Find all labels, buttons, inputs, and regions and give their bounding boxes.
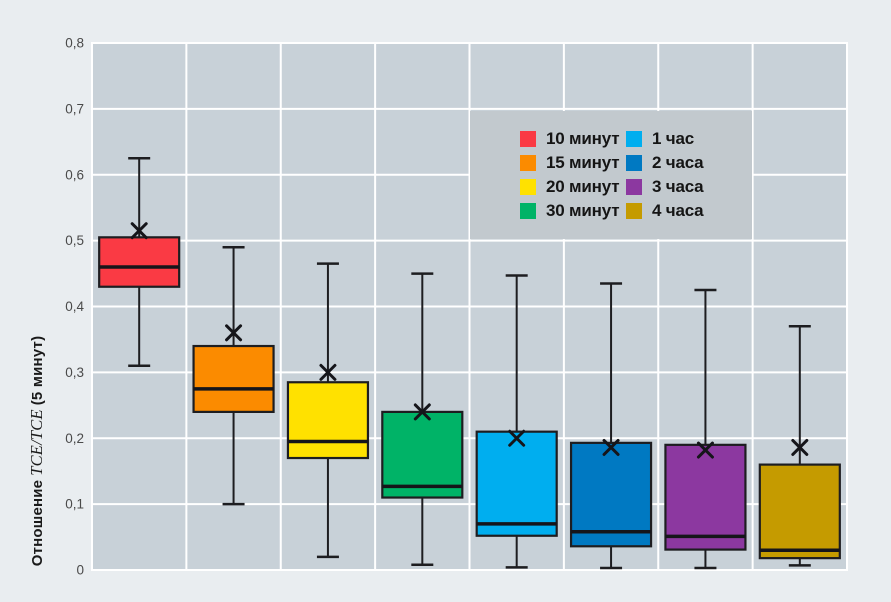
y-tick-label: 0,4 xyxy=(65,299,84,314)
y-tick-label: 0,1 xyxy=(65,497,84,512)
legend-swatch-icon xyxy=(626,131,642,147)
y-tick-label: 0,6 xyxy=(65,167,84,182)
y-tick-label: 0,3 xyxy=(65,365,84,380)
legend-swatch-icon xyxy=(626,155,642,171)
mean-marker xyxy=(413,403,431,421)
legend-swatch-icon xyxy=(626,203,642,219)
legend-label: 15 минут xyxy=(546,153,620,172)
box-5 xyxy=(475,430,558,537)
box-7 xyxy=(664,443,747,551)
chart-legend: 10 минут 15 минут 20 минут 30 минут 1 час 2 ч… xyxy=(470,111,752,239)
legend-label: 2 часа xyxy=(652,153,704,172)
legend-item: 3 часа xyxy=(626,176,752,199)
legend-item: 10 минут xyxy=(520,128,626,151)
box-6 xyxy=(569,441,653,548)
legend-label: 30 минут xyxy=(546,201,620,220)
legend-item: 4 часа xyxy=(626,200,752,223)
legend-item: 30 минут xyxy=(520,200,626,223)
box-3 xyxy=(286,381,370,460)
mean-marker xyxy=(225,324,243,342)
y-tick-label: 0,5 xyxy=(65,233,84,248)
y-tick-label: 0,2 xyxy=(65,431,84,446)
legend-label: 20 минут xyxy=(546,177,620,196)
mean-marker xyxy=(696,441,714,459)
y-axis-title-math: TCE/TCE xyxy=(27,409,46,476)
mean-marker xyxy=(319,363,337,381)
y-tick-label: 0,7 xyxy=(65,101,84,116)
legend-item: 15 минут xyxy=(520,152,626,175)
legend-label: 10 минут xyxy=(546,129,620,148)
legend-swatch-icon xyxy=(520,131,536,147)
y-axis-title: Отношение TCE/TCE (5 минут) xyxy=(27,336,47,567)
legend-label: 4 часа xyxy=(652,201,704,220)
box-2 xyxy=(192,344,275,413)
legend-swatch-icon xyxy=(626,179,642,195)
legend-item: 2 часа xyxy=(626,152,752,175)
legend-item: 20 минут xyxy=(520,176,626,199)
y-axis-title-prefix: Отношение xyxy=(29,479,46,567)
mean-marker xyxy=(602,438,620,456)
legend-swatch-icon xyxy=(520,203,536,219)
box-8 xyxy=(758,463,841,560)
legend-label: 3 часа xyxy=(652,177,704,196)
legend-swatch-icon xyxy=(520,179,536,195)
y-axis-title-suffix: (5 минут) xyxy=(29,335,46,406)
mean-marker xyxy=(508,429,526,447)
mean-marker xyxy=(130,222,148,240)
box-1 xyxy=(98,236,181,288)
mean-marker xyxy=(791,438,809,456)
box-4 xyxy=(381,410,464,499)
legend-swatch-icon xyxy=(520,155,536,171)
y-tick-label: 0 xyxy=(76,563,84,578)
legend-item: 1 час xyxy=(626,128,752,151)
y-tick-label: 0,8 xyxy=(65,36,84,51)
legend-label: 1 час xyxy=(652,129,694,148)
